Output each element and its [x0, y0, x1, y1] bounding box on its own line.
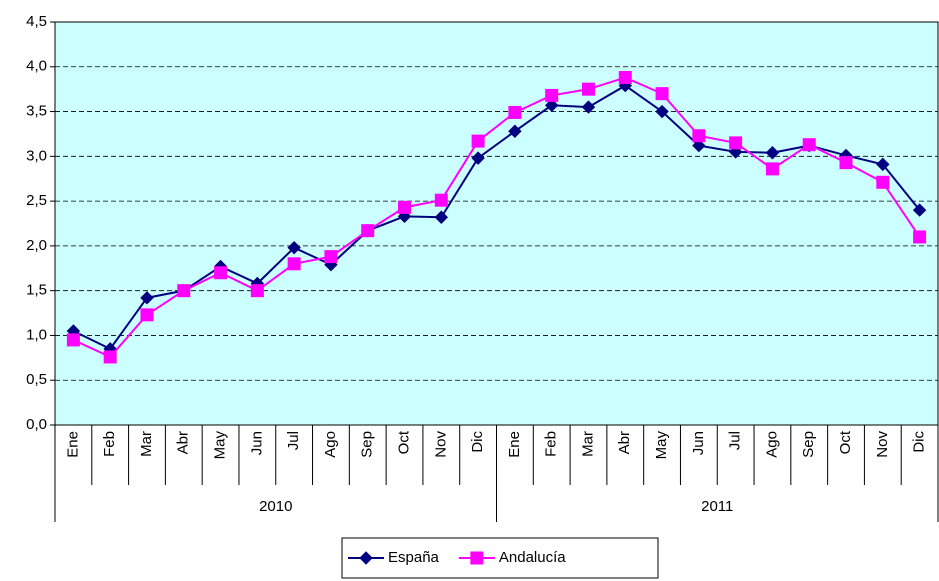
- y-tick-label: 3,0: [26, 147, 47, 164]
- marker: [471, 151, 485, 165]
- x-tick-label: Abr: [616, 431, 633, 454]
- marker: [508, 105, 522, 119]
- x-tick-label: Ene: [64, 431, 81, 458]
- y-tick-label: 4,0: [26, 58, 47, 75]
- marker: [214, 266, 228, 280]
- x-tick-label: Dic: [911, 431, 928, 453]
- x-tick-label: Feb: [543, 431, 560, 457]
- marker: [692, 138, 706, 153]
- marker: [729, 136, 743, 150]
- marker: [103, 350, 117, 364]
- marker: [618, 71, 632, 85]
- marker: [250, 284, 264, 298]
- legend-box: [341, 537, 659, 579]
- y-tick-label: 1,5: [26, 282, 47, 299]
- x-tick-label: May: [212, 431, 229, 460]
- marker: [765, 162, 779, 176]
- x-tick-label: Jun: [248, 431, 265, 455]
- marker: [912, 203, 927, 217]
- x-tick-label: Jun: [690, 431, 707, 455]
- marker: [434, 193, 448, 207]
- marker: [581, 100, 596, 114]
- x-tick-label: Oct: [837, 430, 854, 454]
- x-tick-label: Ene: [506, 431, 523, 458]
- x-tick-label: Mar: [138, 431, 155, 457]
- y-tick-label: 0,0: [26, 416, 47, 433]
- marker: [324, 250, 338, 264]
- group-label: 2010: [259, 498, 292, 515]
- plot-area: [54, 21, 939, 426]
- x-tick-label: Dic: [469, 431, 486, 453]
- marker: [66, 333, 80, 347]
- marker: [655, 104, 669, 119]
- x-tick-label: Sep: [800, 431, 817, 458]
- marker: [470, 551, 484, 565]
- marker: [581, 82, 595, 96]
- y-tick-label: 2,5: [26, 192, 47, 209]
- x-tick-label: Ago: [322, 431, 339, 458]
- marker: [287, 240, 301, 255]
- marker: [876, 157, 890, 172]
- marker: [544, 98, 559, 112]
- x-tick-label: Oct: [395, 430, 412, 454]
- x-tick-label: Nov: [432, 431, 449, 458]
- y-tick-label: 2,0: [26, 237, 47, 254]
- marker: [839, 156, 853, 170]
- x-tick-label: Feb: [101, 431, 118, 457]
- marker: [140, 291, 154, 305]
- group-label: 2011: [701, 498, 733, 515]
- marker: [359, 551, 373, 565]
- marker: [692, 129, 706, 143]
- x-tick-label: Jul: [727, 431, 744, 450]
- marker: [140, 308, 154, 322]
- y-tick-label: 3,5: [26, 103, 47, 120]
- y-tick-label: 0,5: [26, 371, 47, 388]
- marker: [508, 124, 522, 138]
- marker: [913, 230, 927, 244]
- x-tick-label: Jul: [285, 431, 302, 450]
- y-tick-label: 1,0: [26, 326, 47, 343]
- marker: [361, 224, 375, 238]
- marker: [177, 284, 191, 298]
- x-tick-label: Ago: [763, 431, 780, 458]
- x-tick-label: Sep: [359, 431, 376, 458]
- legend-label: España: [388, 549, 440, 566]
- x-tick-label: Abr: [175, 431, 192, 454]
- y-tick-label: 4,5: [26, 13, 47, 30]
- x-tick-label: Mar: [579, 431, 596, 457]
- marker: [471, 134, 485, 148]
- x-tick-label: May: [653, 431, 670, 460]
- marker: [765, 146, 780, 160]
- marker: [434, 210, 449, 224]
- marker: [876, 175, 890, 189]
- marker: [545, 88, 559, 102]
- x-tick-label: Nov: [874, 431, 891, 458]
- legend-label: Andalucía: [499, 549, 566, 566]
- marker: [655, 87, 669, 101]
- marker: [802, 138, 816, 152]
- marker: [398, 200, 412, 214]
- marker: [287, 257, 301, 271]
